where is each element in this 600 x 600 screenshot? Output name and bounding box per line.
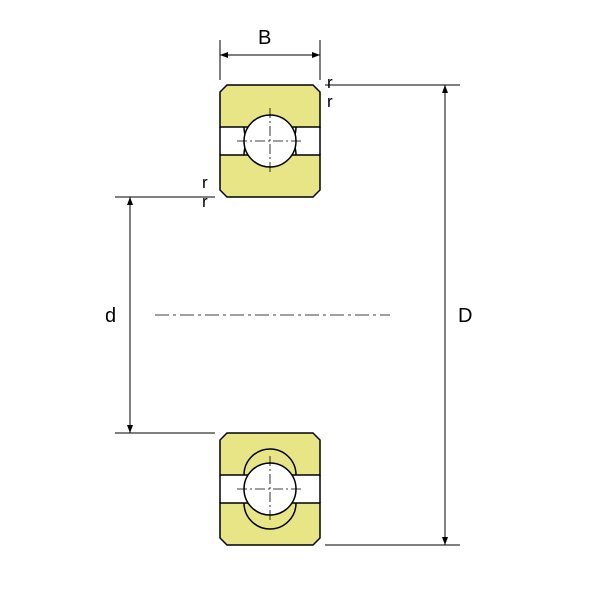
label-b: B [258,27,271,50]
bearing-diagram [0,0,600,600]
label-d: d [105,305,116,328]
dimension-D [325,85,460,545]
label-r-inner-2: r [202,173,208,193]
label-r-outer-1: r [327,73,333,93]
label-D: D [458,305,472,328]
label-r-inner-1: r [202,192,208,212]
label-r-outer-2: r [327,92,333,112]
